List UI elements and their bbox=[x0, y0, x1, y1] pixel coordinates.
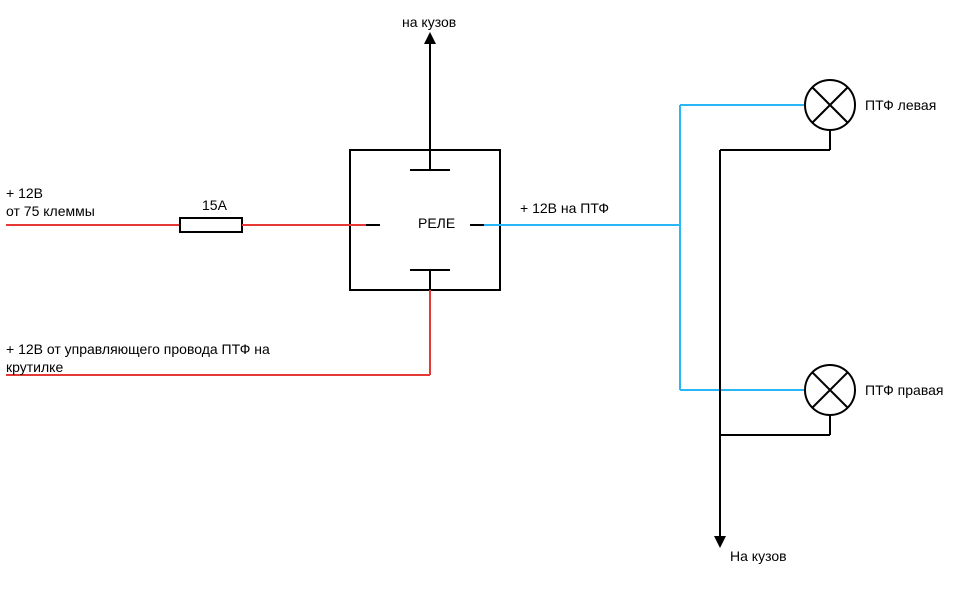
label-plus-12v-ptf: + 12В на ПТФ bbox=[520, 200, 609, 216]
label-to-body-bottom: На кузов bbox=[730, 548, 787, 564]
wiring-svg bbox=[0, 0, 960, 590]
fuse-box bbox=[180, 218, 242, 232]
label-plus-12v: + 12В bbox=[6, 185, 43, 201]
label-from-terminal-75: от 75 клеммы bbox=[6, 203, 95, 219]
arrow-ground-top bbox=[424, 32, 436, 44]
label-relay: РЕЛЕ bbox=[418, 215, 455, 231]
label-lamp-left: ПТФ левая bbox=[865, 97, 936, 113]
arrow-ground-bottom bbox=[714, 536, 726, 548]
label-to-body-top: на кузов bbox=[402, 14, 456, 30]
label-control-wire: + 12В от управляющего провода ПТФ на кру… bbox=[6, 340, 326, 376]
label-fuse: 15A bbox=[202, 197, 227, 213]
label-lamp-right: ПТФ правая bbox=[865, 382, 943, 398]
